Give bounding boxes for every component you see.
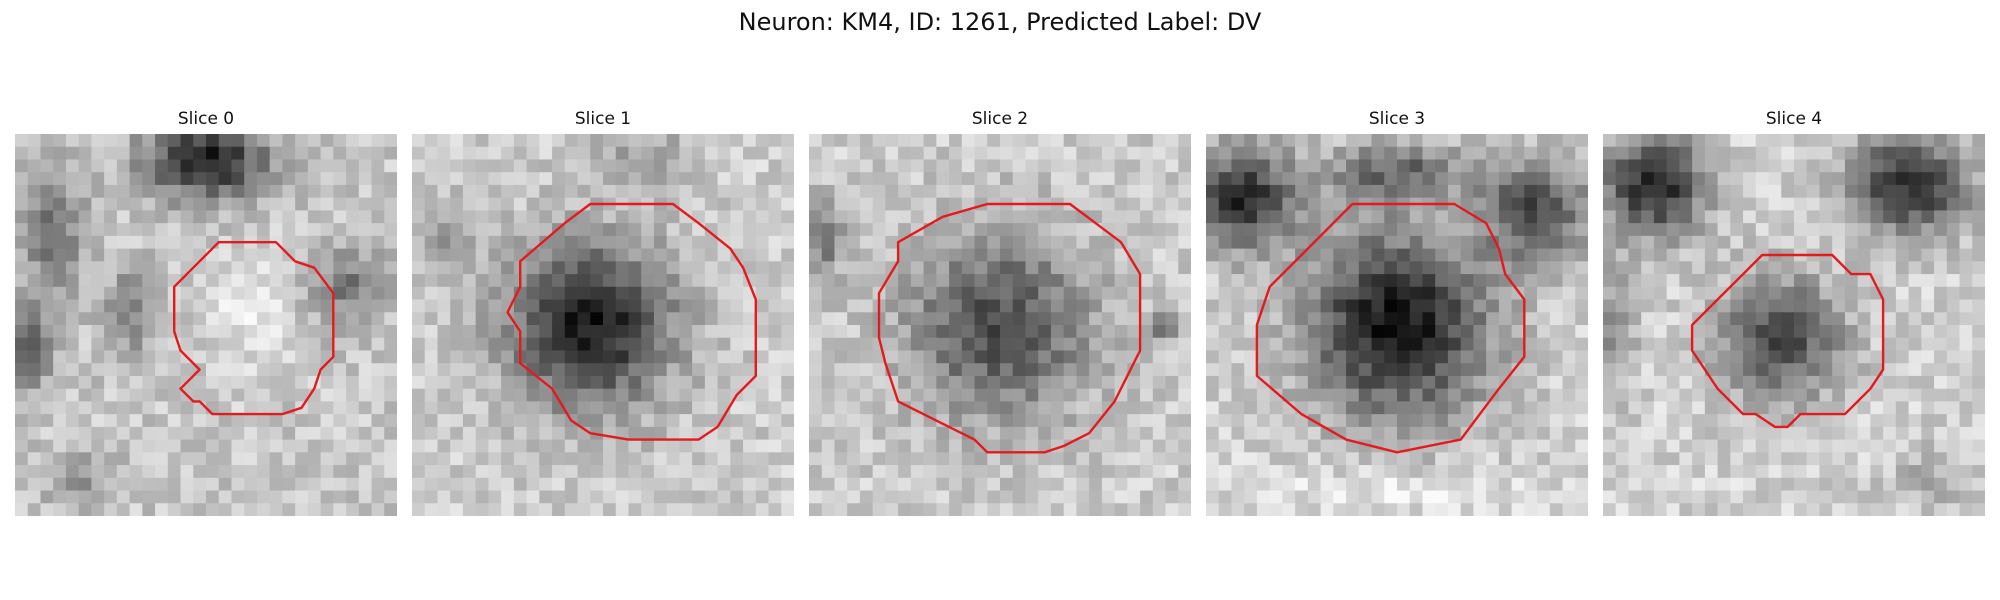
figure-title: Neuron: KM4, ID: 1261, Predicted Label: …: [738, 8, 1262, 36]
slice-image-1: [412, 134, 794, 516]
slice-panel-4: Slice 4: [1603, 108, 1985, 516]
neuron-contour: [506, 202, 757, 441]
slice-panel-1: Slice 1: [412, 108, 794, 516]
slice-title: Slice 4: [1765, 109, 1823, 129]
neuron-contour: [172, 240, 335, 416]
neuron-contour: [1690, 253, 1885, 429]
slice-title: Slice 0: [177, 109, 235, 129]
slice-image-0: [15, 134, 397, 516]
slice-image-2: [809, 134, 1191, 516]
slice-panel-0: Slice 0: [15, 108, 397, 516]
slice-image-4: [1603, 134, 1985, 516]
slice-title: Slice 2: [971, 109, 1029, 129]
slice-image-3: [1206, 134, 1588, 516]
slice-title: Slice 3: [1368, 109, 1426, 129]
neuron-contour: [1255, 202, 1526, 454]
neuron-contour: [877, 202, 1142, 454]
slice-panel-2: Slice 2: [809, 108, 1191, 516]
slice-panel-3: Slice 3: [1206, 108, 1588, 516]
slice-title: Slice 1: [574, 109, 632, 129]
